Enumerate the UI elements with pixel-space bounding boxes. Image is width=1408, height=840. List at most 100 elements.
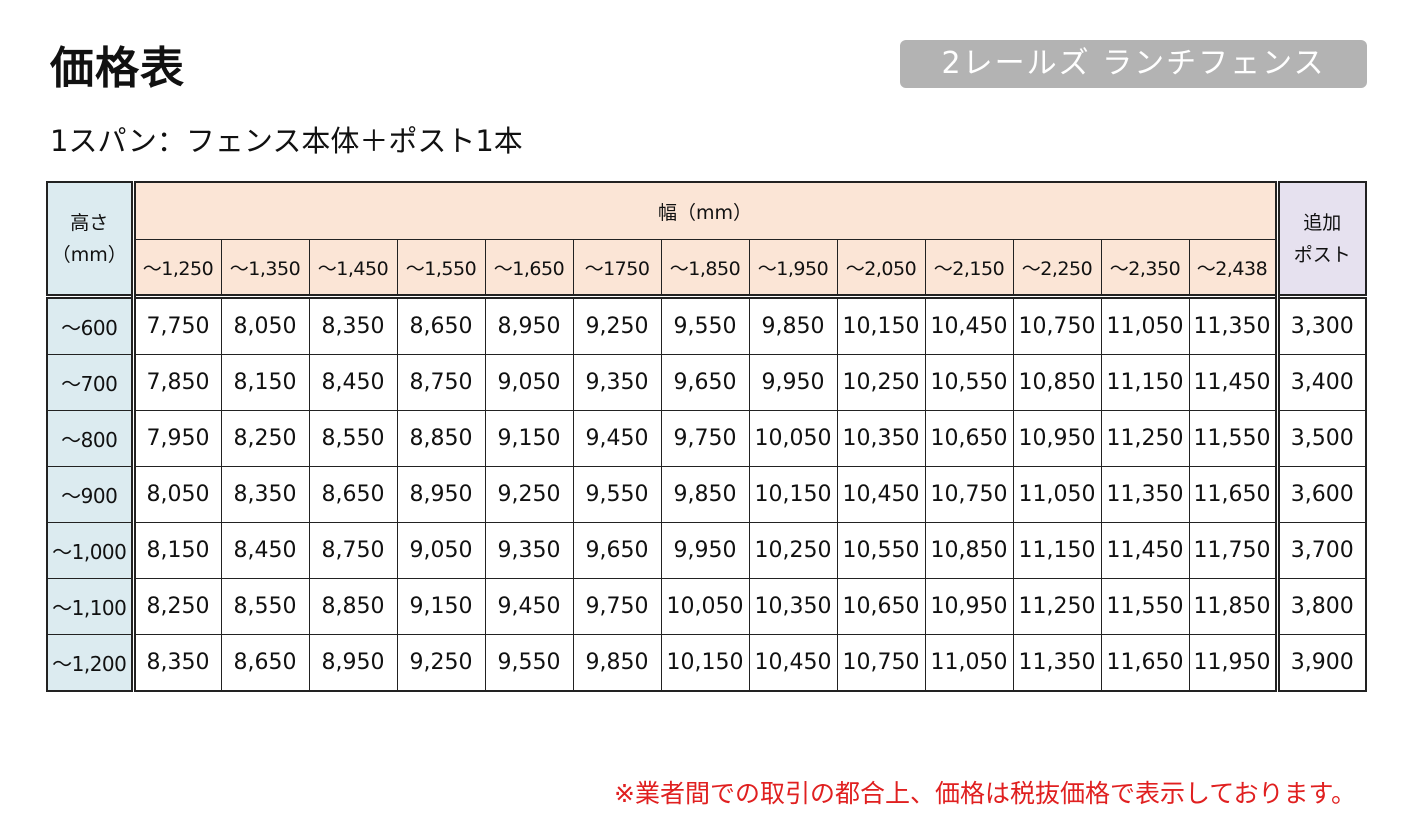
post-header-line2: ポスト xyxy=(1293,243,1351,266)
price-cell: 10,650 xyxy=(836,578,926,635)
price-cell: 11,650 xyxy=(1100,634,1190,692)
price-cell: 8,750 xyxy=(396,354,486,411)
table-row: ～600 7,750 8,050 8,350 8,650 8,950 9,250 9,550 9… xyxy=(46,294,1367,355)
table-row: ～800 7,950 8,250 8,550 8,850 9,150 9,450 9,750 1… xyxy=(46,410,1367,467)
price-cell: 8,050 xyxy=(132,466,222,523)
price-cell: 11,050 xyxy=(1100,294,1190,355)
price-cell: 8,650 xyxy=(396,294,486,355)
table-row: ～1,000 8,150 8,450 8,750 9,050 9,350 9,650 9,95… xyxy=(46,522,1367,579)
price-cell: 11,050 xyxy=(1012,466,1102,523)
price-cell: 9,050 xyxy=(484,354,574,411)
height-header-label: 高さ xyxy=(70,211,109,234)
price-cell: 11,150 xyxy=(1012,522,1102,579)
height-row-header: ～800 xyxy=(46,410,136,467)
product-name-badge: 2レールズ ランチフェンス xyxy=(900,40,1367,88)
price-cell: 8,250 xyxy=(132,578,222,635)
price-cell: 8,350 xyxy=(132,634,222,692)
price-cell: 11,750 xyxy=(1188,522,1278,579)
price-cell: 10,750 xyxy=(836,634,926,692)
price-cell: 10,650 xyxy=(924,410,1014,467)
width-column-header: ～1750 xyxy=(572,239,662,297)
price-cell: 9,550 xyxy=(484,634,574,692)
post-price-cell: 3,600 xyxy=(1274,466,1367,523)
height-row-header: ～700 xyxy=(46,354,136,411)
price-cell: 9,150 xyxy=(484,410,574,467)
price-cell: 7,850 xyxy=(132,354,222,411)
price-cell: 9,850 xyxy=(660,466,750,523)
price-cell: 11,350 xyxy=(1012,634,1102,692)
post-price-cell: 3,500 xyxy=(1274,410,1367,467)
price-cell: 11,550 xyxy=(1100,578,1190,635)
price-table: 高さ （mm） 幅（mm） 追加 ポスト ～1,250 ～1,350 ～1,450 ～… xyxy=(46,181,1367,692)
price-cell: 9,550 xyxy=(660,294,750,355)
price-cell: 9,150 xyxy=(396,578,486,635)
price-cell: 8,550 xyxy=(220,578,310,635)
price-cell: 9,250 xyxy=(484,466,574,523)
price-cell: 9,650 xyxy=(660,354,750,411)
price-cell: 10,050 xyxy=(660,578,750,635)
width-column-header: ～1,250 xyxy=(132,239,222,297)
table-row: ～900 8,050 8,350 8,650 8,950 9,250 9,550 9,850 1… xyxy=(46,466,1367,523)
width-column-header: ～1,650 xyxy=(484,239,574,297)
price-cell: 8,850 xyxy=(396,410,486,467)
height-row-header: ～1,000 xyxy=(46,522,136,579)
price-cell: 10,350 xyxy=(836,410,926,467)
post-header-line1: 追加 xyxy=(1303,211,1342,234)
price-cell: 9,950 xyxy=(660,522,750,579)
additional-post-header: 追加 ポスト xyxy=(1274,181,1367,297)
price-cell: 10,350 xyxy=(748,578,838,635)
price-cell: 10,150 xyxy=(660,634,750,692)
price-cell: 9,650 xyxy=(572,522,662,579)
width-column-header: ～2,050 xyxy=(836,239,926,297)
price-cell: 9,450 xyxy=(572,410,662,467)
price-cell: 8,450 xyxy=(308,354,398,411)
price-cell: 11,850 xyxy=(1188,578,1278,635)
price-cell: 11,350 xyxy=(1188,294,1278,355)
price-cell: 10,250 xyxy=(836,354,926,411)
price-cell: 9,050 xyxy=(396,522,486,579)
price-cell: 8,650 xyxy=(220,634,310,692)
price-cell: 9,350 xyxy=(484,522,574,579)
price-cell: 9,250 xyxy=(396,634,486,692)
price-cell: 9,750 xyxy=(660,410,750,467)
table-row: ～700 7,850 8,150 8,450 8,750 9,050 9,350 9,650 9… xyxy=(46,354,1367,411)
price-cell: 11,550 xyxy=(1188,410,1278,467)
price-cell: 11,950 xyxy=(1188,634,1278,692)
price-cell: 8,850 xyxy=(308,578,398,635)
price-cell: 8,150 xyxy=(132,522,222,579)
price-cell: 11,150 xyxy=(1100,354,1190,411)
table-row: ～1,200 8,350 8,650 8,950 9,250 9,550 9,850 10,1… xyxy=(46,634,1367,692)
width-column-header: ～2,250 xyxy=(1012,239,1102,297)
price-cell: 7,750 xyxy=(132,294,222,355)
price-cell: 11,450 xyxy=(1188,354,1278,411)
price-cell: 11,650 xyxy=(1188,466,1278,523)
post-price-cell: 3,400 xyxy=(1274,354,1367,411)
price-cell: 10,450 xyxy=(748,634,838,692)
price-cell: 10,950 xyxy=(924,578,1014,635)
price-cell: 10,750 xyxy=(924,466,1014,523)
price-cell: 8,950 xyxy=(396,466,486,523)
price-cell: 8,350 xyxy=(220,466,310,523)
price-cell: 10,750 xyxy=(1012,294,1102,355)
price-cell: 9,850 xyxy=(572,634,662,692)
price-cell: 10,950 xyxy=(1012,410,1102,467)
price-cell: 10,150 xyxy=(748,466,838,523)
height-header-unit: （mm） xyxy=(51,243,127,266)
price-cell: 8,750 xyxy=(308,522,398,579)
price-cell: 9,550 xyxy=(572,466,662,523)
height-row-header: ～600 xyxy=(46,294,136,355)
price-cell: 9,250 xyxy=(572,294,662,355)
height-row-header: ～1,200 xyxy=(46,634,136,692)
price-cell: 9,850 xyxy=(748,294,838,355)
price-cell: 8,450 xyxy=(220,522,310,579)
price-cell: 10,050 xyxy=(748,410,838,467)
price-cell: 8,650 xyxy=(308,466,398,523)
width-column-header: ～2,150 xyxy=(924,239,1014,297)
post-price-cell: 3,300 xyxy=(1274,294,1367,355)
price-cell: 8,250 xyxy=(220,410,310,467)
price-cell: 11,250 xyxy=(1012,578,1102,635)
price-cell: 8,950 xyxy=(484,294,574,355)
price-cell: 10,550 xyxy=(836,522,926,579)
post-price-cell: 3,700 xyxy=(1274,522,1367,579)
price-cell: 10,150 xyxy=(836,294,926,355)
